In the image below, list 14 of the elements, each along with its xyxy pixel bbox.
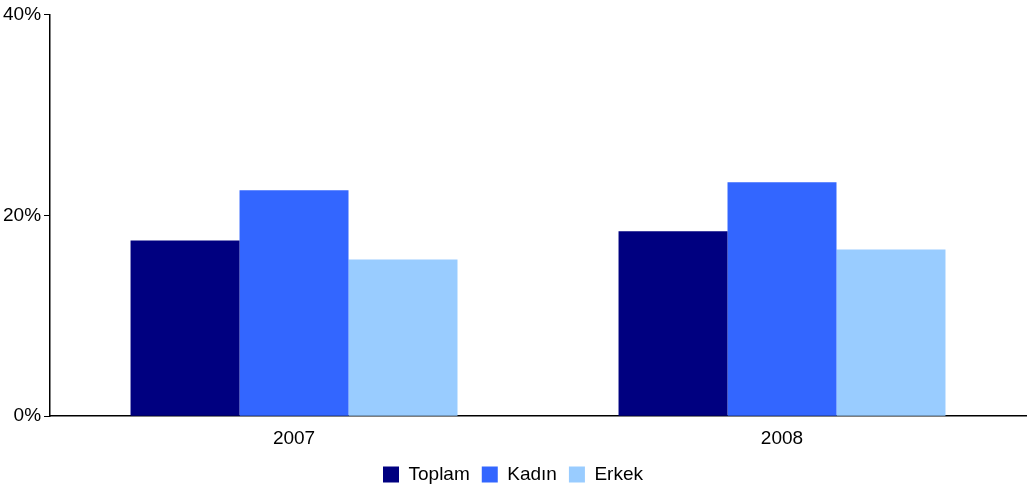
legend-label: Kadın [507,462,557,484]
legend-label: Erkek [594,462,644,484]
y-tick-label: 40% [3,2,42,24]
x-tick-label: 2008 [760,426,804,448]
y-tick-label: 0% [13,404,42,426]
bar [130,240,240,416]
bar [836,249,946,416]
bar [348,259,458,416]
legend-label: Toplam [408,462,470,484]
bar [727,182,837,416]
bar [618,231,728,416]
x-tick-label: 2007 [272,426,316,448]
y-tick-label: 20% [3,203,42,225]
bar [239,190,349,416]
